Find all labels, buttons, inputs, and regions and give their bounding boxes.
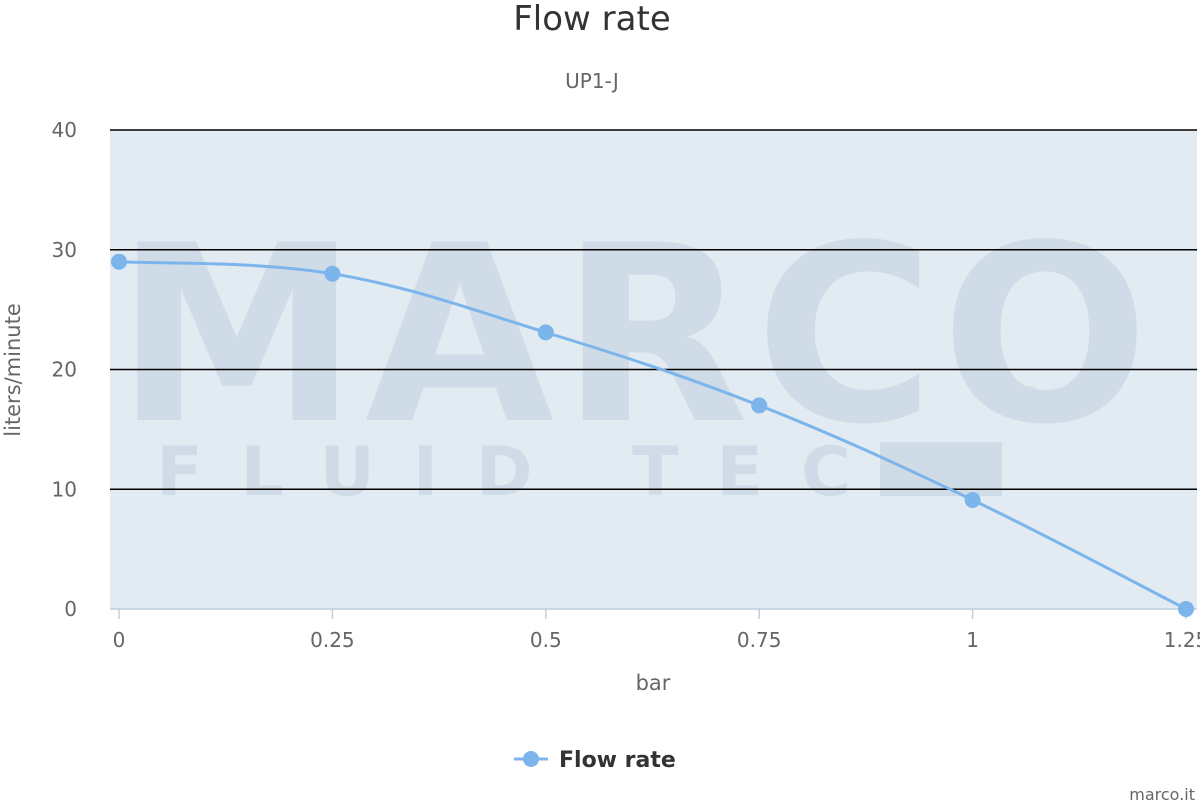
series-points xyxy=(111,253,1194,617)
y-tick-label-30: 30 xyxy=(52,238,77,262)
y-tick-label-40: 40 xyxy=(52,118,77,142)
watermark-registered-mark: ® xyxy=(1006,378,1050,429)
series-line-flow-rate xyxy=(117,260,1188,611)
chart-title: Flow rate xyxy=(513,0,670,39)
gridlines xyxy=(110,129,1197,491)
legend-item-flow-rate[interactable]: Flow rate xyxy=(559,748,676,773)
legend[interactable]: Flow rate xyxy=(514,748,676,773)
watermark-sub-text: FLUID TECH xyxy=(156,433,984,512)
x-tick-label-0: 0 xyxy=(113,628,126,652)
watermark-logo: MARCO ® FLUID TECH xyxy=(115,193,1155,512)
data-point-2 xyxy=(537,324,554,341)
data-point-4 xyxy=(964,492,981,509)
legend-marker-symbol xyxy=(523,751,539,767)
x-axis-ticks xyxy=(118,609,1187,619)
chart-subtitle: UP1-J xyxy=(565,69,619,93)
credit-link[interactable]: marco.it xyxy=(1129,785,1195,804)
y-axis-tick-labels: 0 10 20 30 40 xyxy=(52,118,77,621)
y-tick-label-20: 20 xyxy=(52,358,77,382)
y-axis-label: liters/minute xyxy=(1,303,25,437)
y-tick-label-0: 0 xyxy=(64,597,77,621)
watermark-logo-text: MARCO xyxy=(115,193,1155,478)
x-tick-label-0.75: 0.75 xyxy=(737,628,782,652)
y-tick-label-10: 10 xyxy=(52,477,77,501)
data-point-5 xyxy=(1178,601,1194,617)
x-tick-label-0.25: 0.25 xyxy=(310,628,355,652)
x-tick-label-0.5: 0.5 xyxy=(530,628,562,652)
x-axis-label: bar xyxy=(636,671,671,695)
x-axis-tick-labels: 0 0.25 0.5 0.75 1 1.25 xyxy=(113,628,1200,652)
x-tick-label-1.25: 1.25 xyxy=(1164,628,1200,652)
data-point-0 xyxy=(111,253,127,270)
x-tick-label-1: 1 xyxy=(966,628,979,652)
watermark-bar xyxy=(880,442,1002,496)
data-point-3 xyxy=(751,397,768,414)
data-point-1 xyxy=(324,265,341,282)
